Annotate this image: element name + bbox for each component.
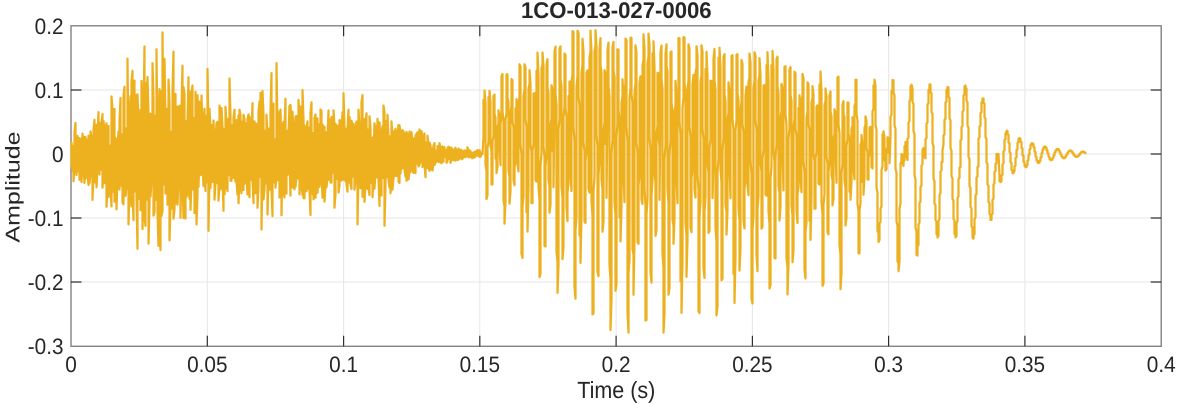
svg-text:-0.1: -0.1 [28,206,64,231]
svg-text:0.1: 0.1 [329,352,358,377]
svg-text:0.25: 0.25 [732,352,772,377]
svg-text:0.05: 0.05 [187,352,227,377]
svg-text:Amplitude: Amplitude [2,131,24,242]
svg-text:0.3: 0.3 [874,352,903,377]
svg-text:0.4: 0.4 [1147,352,1176,377]
svg-text:Time (s): Time (s) [577,377,655,403]
svg-text:0.15: 0.15 [460,352,500,377]
svg-text:0.2: 0.2 [602,352,631,377]
svg-text:0.2: 0.2 [35,14,64,39]
svg-text:0.1: 0.1 [35,78,64,103]
svg-text:0.35: 0.35 [1005,352,1045,377]
svg-text:-0.2: -0.2 [28,270,64,295]
svg-text:-0.3: -0.3 [28,334,64,359]
svg-text:0: 0 [52,142,64,167]
svg-text:0: 0 [65,352,77,377]
svg-text:1CO-013-027-0006: 1CO-013-027-0006 [521,0,712,23]
